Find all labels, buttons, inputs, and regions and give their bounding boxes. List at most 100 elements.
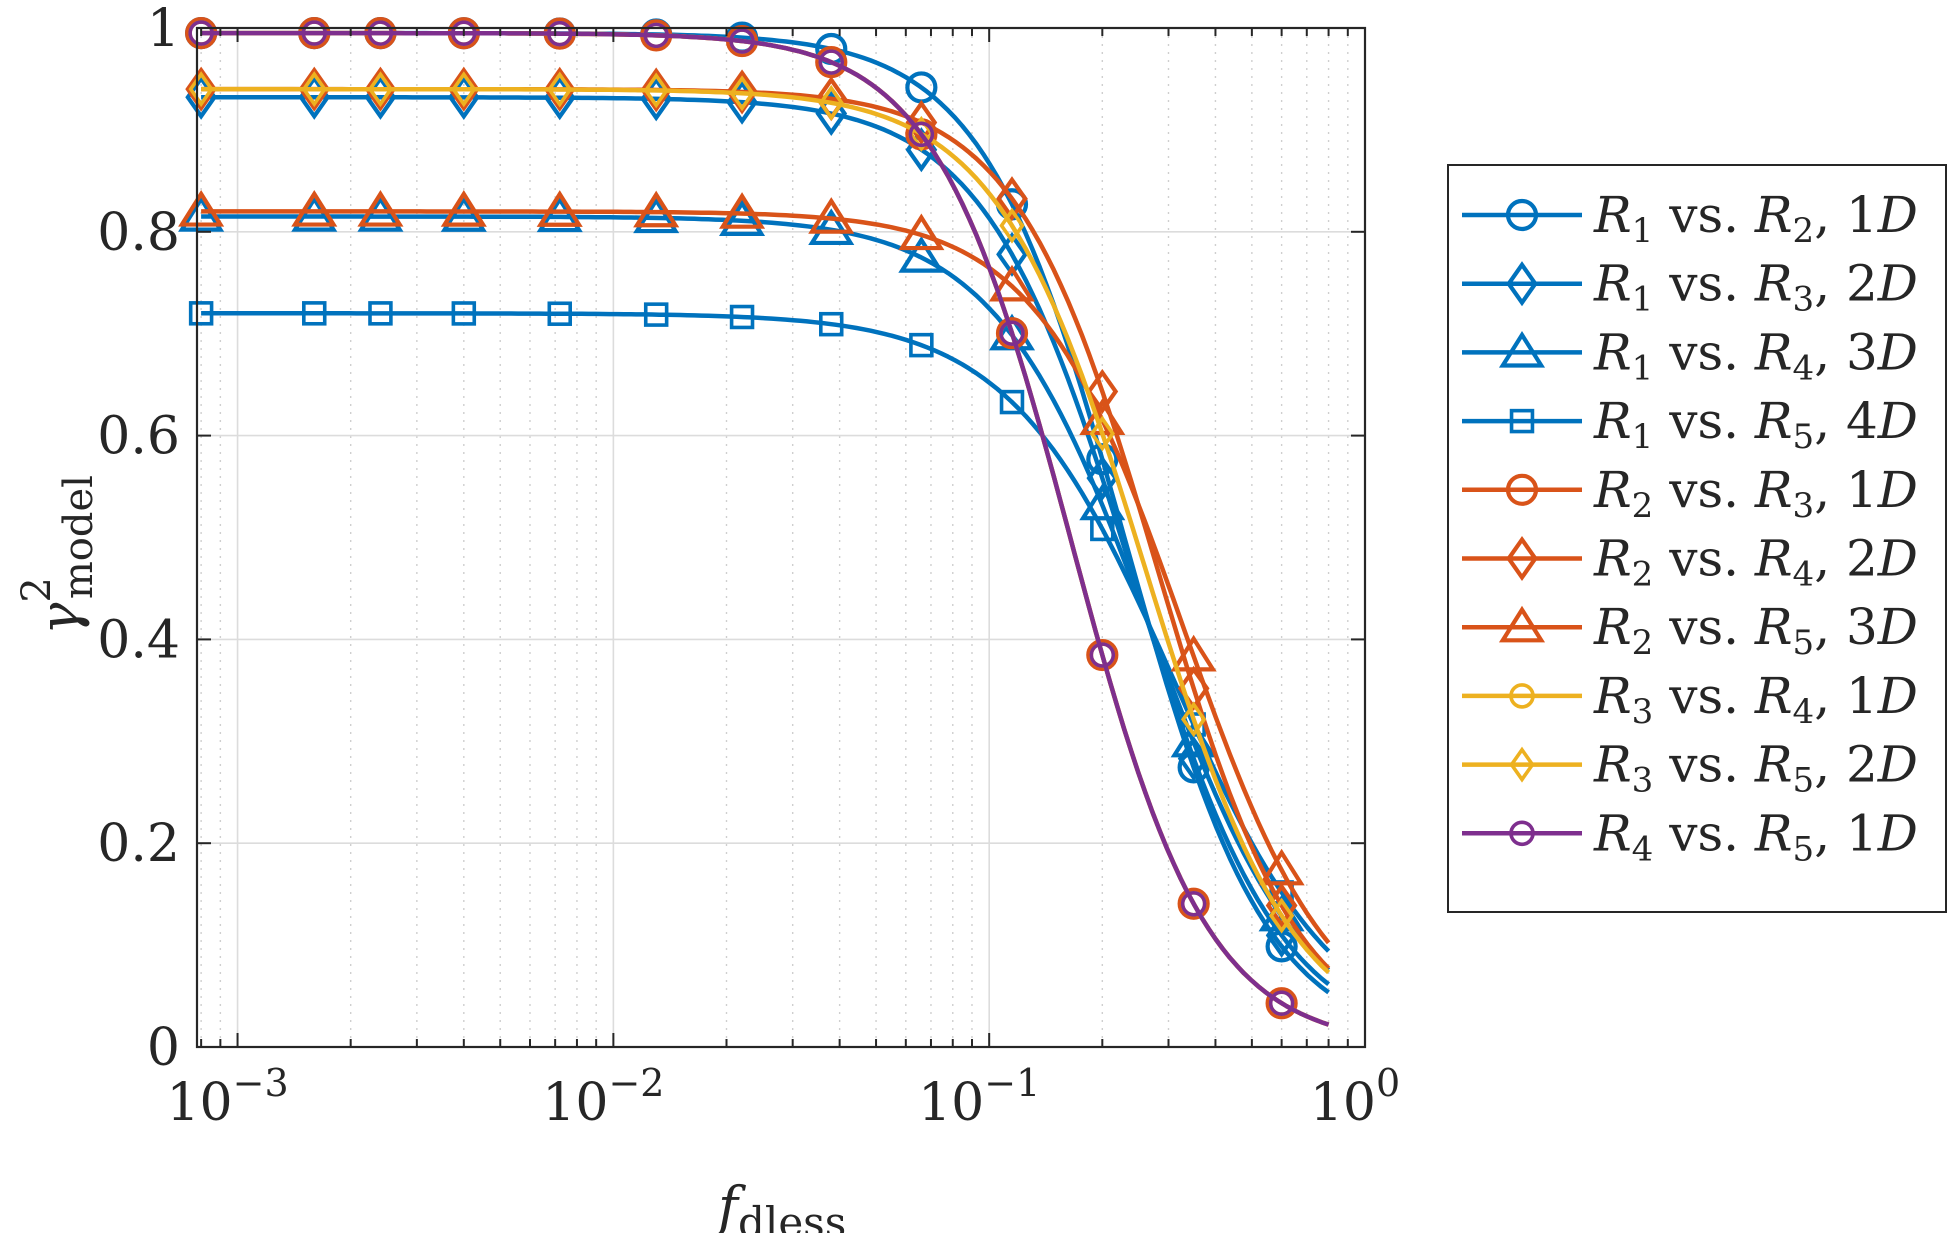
data-point [440,195,487,232]
data-point [301,20,328,46]
data-point [1268,897,1295,934]
legend-item: R1 vs. R3, 2D [1462,255,1918,320]
x-tick-label: 100 [1310,1061,1400,1133]
legend-item: R4 vs. R5, 1D [1462,804,1918,869]
data-point [451,71,477,108]
data-point [1177,887,1210,920]
data-point [291,195,338,232]
y-tick-labels: 0 0.2 0.4 0.6 0.8 1 [97,0,180,1078]
data-point [729,75,755,112]
data-point [909,332,934,358]
data-point [451,301,477,326]
legend-label: R2 vs. R5, 3D [1593,598,1918,663]
data-point [547,71,573,108]
x-axis-label: fdless [714,1175,846,1233]
data-point [367,20,394,46]
legend-marker [1509,408,1535,434]
data-point [988,264,1036,302]
plot-frame [195,26,1367,1049]
data-point [1181,701,1207,738]
legend-label: R1 vs. R4, 3D [1593,323,1918,388]
legend-item: R2 vs. R3, 1D [1462,461,1918,526]
data-point [640,67,673,113]
x-tick-label: 10−1 [918,1061,1040,1133]
data-point [1268,990,1295,1017]
data-point [643,22,669,49]
data-point [188,301,214,326]
x-axis-label-sub: dless [738,1198,846,1233]
data-point [543,66,576,112]
legend-item: R1 vs. R5, 4D [1462,392,1918,457]
y-axis-label: γ2model [14,475,102,635]
data-point [1086,368,1119,415]
legend-item: R2 vs. R5, 3D [1462,598,1918,663]
y-axis-label-sub: model [56,475,102,599]
data-point [1090,516,1115,542]
data-point [357,189,404,227]
data-point [729,28,755,54]
data-point [547,301,573,326]
data-point [1089,415,1115,452]
data-point [536,190,583,227]
legend-item: R1 vs. R4, 3D [1462,323,1918,388]
legend-marker [1505,198,1539,232]
minor-grid [200,28,1349,1047]
data-point [291,189,338,227]
plot-area [197,28,1365,1047]
data-point [818,84,844,121]
data-point [1180,890,1207,917]
data-point [1265,987,1298,1020]
data-point [1170,720,1217,758]
data-point [447,66,480,112]
data-point [815,46,848,79]
y-axis-label-sup: 2 [14,577,60,602]
data-point [908,121,935,148]
legend-label: R3 vs. R4, 1D [1593,667,1918,732]
data-point [996,176,1028,222]
legend-label: R1 vs. R2, 1D [1593,186,1918,251]
legend-label: R1 vs. R3, 2D [1593,255,1918,320]
data-point [364,66,397,112]
y-axis-label-main: γ [28,602,91,635]
data-point [808,197,855,234]
data-point [301,71,327,108]
axis-ticks [197,27,1366,1048]
y-tick-label: 0.2 [97,814,180,874]
series-7 [178,189,1331,945]
data-point [178,189,225,227]
data-point [1170,634,1217,672]
legend-marker [1506,535,1538,582]
data-point [357,195,404,232]
y-tick-label: 0.8 [97,203,180,263]
data-point [643,72,669,109]
x-tick-labels: 10−3 10−2 10−1 100 [166,1061,1400,1133]
data-point [898,213,945,251]
data-point [719,199,766,237]
data-point [178,195,225,232]
data-point [898,236,945,273]
data-point [1258,848,1305,886]
data-point [719,192,766,229]
legend-marker [1505,473,1539,506]
data-point [1177,736,1210,782]
y-tick-label: 0.4 [97,610,180,670]
data-point [999,389,1025,415]
series-line [201,311,1331,953]
series-line [201,30,1330,1027]
legend-marker [1498,330,1546,368]
data-point [905,99,938,145]
data-point [996,231,1028,277]
legend-label: R2 vs. R3, 1D [1593,461,1918,526]
data-point [188,20,214,46]
legend-marker [1506,261,1538,307]
series-layer [178,16,1331,1027]
y-tick-label: 0 [147,1018,180,1078]
data-point [440,190,487,227]
data-point [302,301,327,326]
y-tick-label: 0.6 [97,407,180,467]
data-point [633,196,680,234]
legend-marker [1509,820,1535,847]
